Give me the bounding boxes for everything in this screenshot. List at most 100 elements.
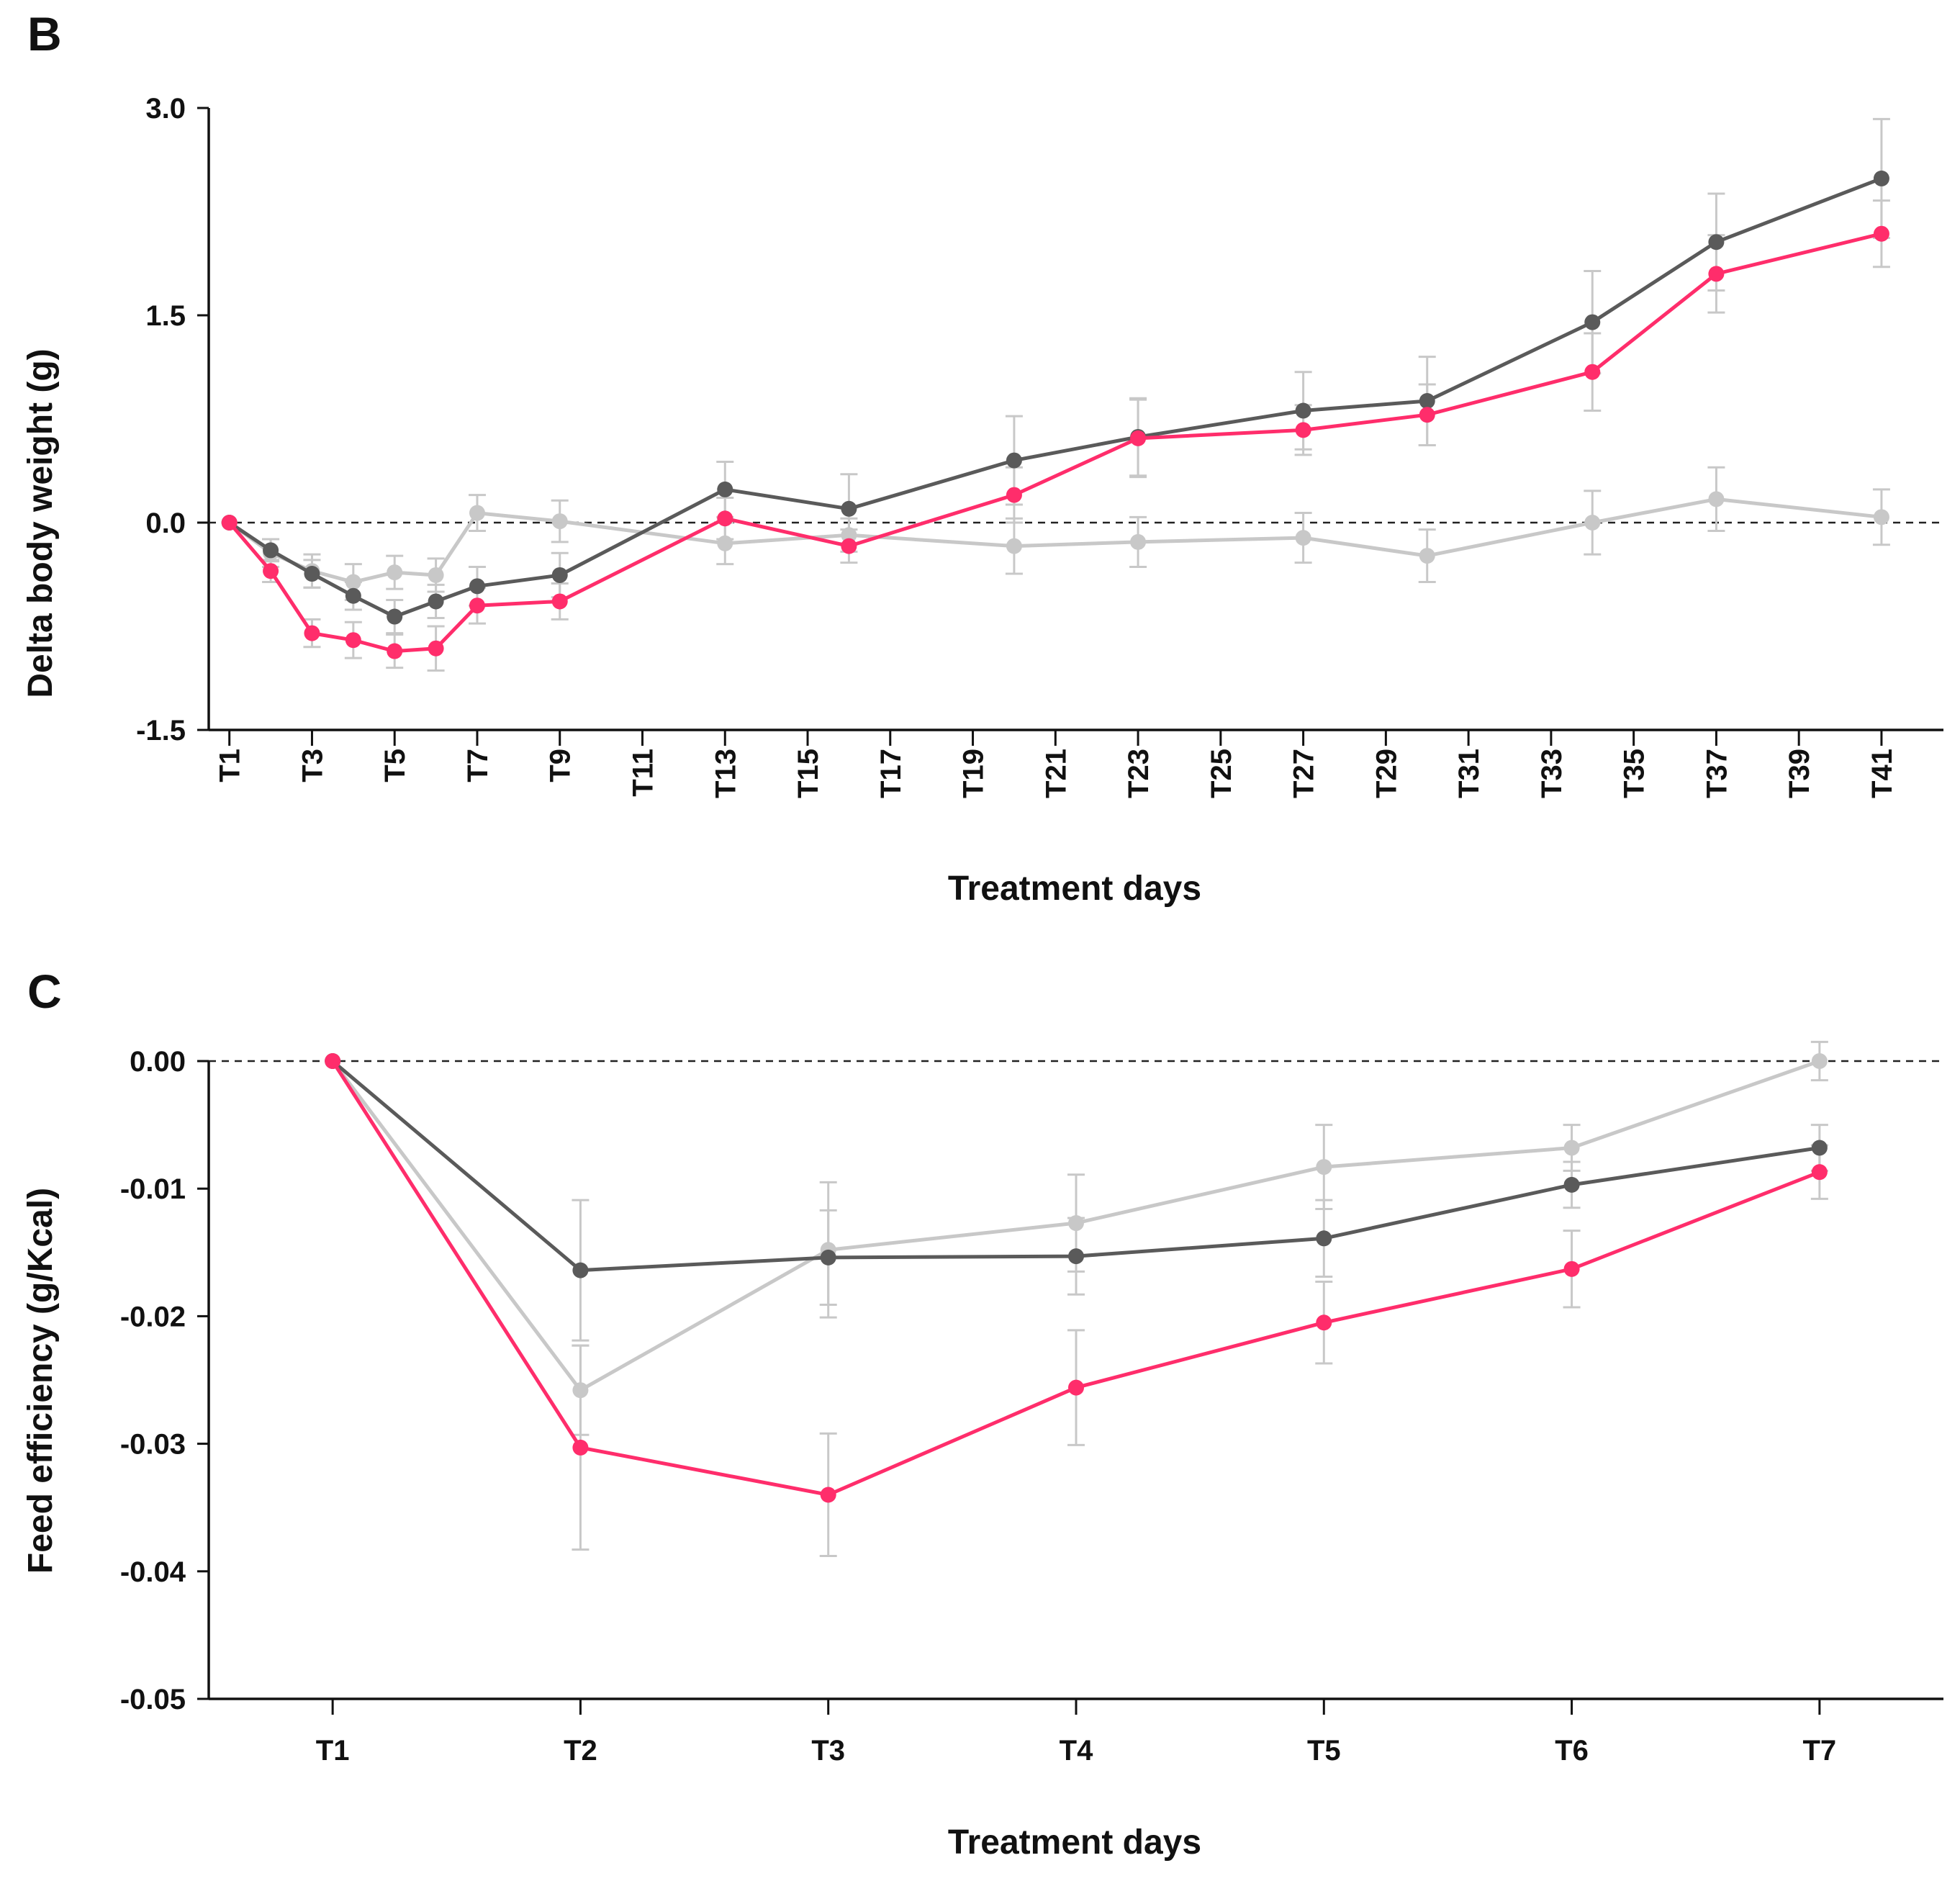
c-pink-series-point	[820, 1487, 836, 1503]
c-light-gray-series-point	[572, 1382, 589, 1399]
b-dark-gray-series-point	[841, 500, 857, 517]
b-dark-gray-series-point	[1419, 393, 1435, 410]
c-pink-series-point	[1563, 1260, 1580, 1277]
b-y-tick-label: 0.0	[145, 508, 186, 539]
c-light-gray-series-point	[1068, 1215, 1084, 1232]
b-dark-gray-series-point	[1006, 452, 1022, 469]
b-x-tick-label: T37	[1701, 749, 1733, 798]
c-dark-gray-series-point	[1811, 1140, 1828, 1156]
b-light-gray-series-point	[1873, 509, 1889, 525]
b-pink-series-point	[717, 510, 733, 527]
b-dark-gray-series-point	[1708, 234, 1725, 251]
b-pink-series-point	[1006, 487, 1022, 503]
b-y-tick-label: 1.5	[145, 300, 186, 332]
panel-c-y-axis-title: Feed efficiency (g/Kcal)	[22, 1188, 60, 1574]
panel-b-x-axis-title: Treatment days	[948, 870, 1201, 908]
b-pink-series-point	[263, 563, 279, 579]
c-dark-gray-series-point	[572, 1262, 589, 1278]
b-x-tick-label: T21	[1040, 749, 1072, 798]
b-y-tick-label: -1.5	[136, 715, 186, 746]
c-pink-series-point	[1316, 1314, 1332, 1331]
c-x-tick-label: T5	[1307, 1735, 1341, 1767]
b-light-gray-series-point	[841, 527, 857, 543]
b-dark-gray-series-point	[345, 587, 361, 604]
panel-c-plot-area: -0.05 -0.04 -0.03 -0.02 -0.01 0.00 T1 T2 T3 T4 T5 T…	[120, 1040, 1943, 1767]
b-x-tick-label: T39	[1784, 749, 1815, 798]
b-pink-series-point	[1419, 407, 1435, 423]
b-light-gray-series-point	[345, 574, 361, 590]
b-dark-gray-series-point	[387, 608, 403, 625]
b-light-gray-series-point	[387, 564, 403, 581]
c-dark-gray-series-point	[820, 1249, 836, 1266]
b-pink-series-point	[1295, 422, 1311, 438]
b-pink-series-point	[221, 515, 238, 531]
b-x-tick-label: T19	[958, 749, 990, 798]
b-dark-gray-series-point	[1873, 170, 1889, 186]
b-x-tick-label: T35	[1619, 749, 1650, 798]
b-pink-series-point	[387, 643, 403, 659]
b-light-gray-series-point	[1584, 515, 1601, 531]
b-x-tick-label: T25	[1206, 749, 1237, 798]
b-pink-series-point	[304, 625, 320, 641]
b-pink-series-point	[1708, 266, 1725, 282]
b-dark-gray-series-point	[469, 578, 485, 595]
c-x-tick-label: T3	[811, 1735, 845, 1767]
c-y-tick-label: -0.04	[120, 1556, 186, 1588]
panel-c-x-axis-title: Treatment days	[948, 1823, 1201, 1862]
b-pink-series-point	[1130, 430, 1147, 446]
b-x-tick-label: T31	[1453, 749, 1485, 798]
b-light-gray-series-point	[1419, 548, 1435, 564]
b-pink-series-point	[469, 597, 485, 614]
b-x-tick-label: T41	[1866, 749, 1898, 798]
panel-c-feed-efficiency-chart: C Feed efficiency (g/Kcal) Treatment day…	[22, 965, 1943, 1862]
c-pink-series-point	[325, 1053, 341, 1069]
b-x-tick-label: T9	[545, 749, 577, 782]
b-x-tick-label: T5	[379, 749, 411, 782]
b-y-tick-label: 3.0	[145, 93, 186, 125]
b-pink-series-point	[1584, 364, 1601, 380]
b-dark-gray-series-point	[263, 542, 279, 559]
panel-c-letter: C	[27, 965, 62, 1018]
b-x-tick-label: T11	[628, 749, 659, 797]
c-light-gray-series-point	[1563, 1140, 1580, 1156]
c-dark-gray-series-point	[1068, 1248, 1084, 1265]
b-light-gray-series-point	[1130, 533, 1147, 550]
b-x-tick-label: T33	[1536, 749, 1568, 798]
b-light-gray-series-point	[469, 505, 485, 521]
b-dark-gray-series-line	[228, 176, 1882, 619]
b-x-tick-label: T3	[297, 749, 328, 782]
b-x-tick-label: T7	[462, 749, 494, 782]
panel-b-plot-area: -1.5 0.0 1.5 3.0 T1 T3 T5 T7 T9 T11 T13 T15 T17 T19 T2…	[136, 93, 1943, 798]
b-light-gray-series-point	[428, 567, 444, 583]
b-light-gray-series-point	[1708, 491, 1725, 508]
b-pink-series-point	[841, 538, 857, 554]
b-dark-gray-series-point	[717, 481, 733, 497]
c-light-gray-series-point	[1316, 1159, 1332, 1176]
b-light-gray-series-point	[1006, 538, 1022, 554]
c-dark-gray-series-point	[1563, 1176, 1580, 1193]
c-light-gray-series-point	[1811, 1053, 1828, 1069]
b-x-tick-label: T15	[792, 749, 824, 798]
c-y-tick-label: -0.02	[120, 1301, 186, 1332]
c-pink-series-point	[1068, 1379, 1084, 1396]
c-x-tick-label: T6	[1555, 1735, 1589, 1767]
b-x-tick-label: T29	[1370, 749, 1402, 798]
b-pink-series-point	[551, 593, 568, 610]
b-light-gray-series-point	[717, 535, 733, 551]
b-dark-gray-series-point	[1584, 314, 1601, 330]
b-pink-series-point	[345, 632, 361, 649]
b-x-tick-label: T13	[710, 749, 741, 798]
c-y-tick-label: -0.05	[120, 1684, 186, 1715]
b-dark-gray-series-point	[304, 566, 320, 582]
c-y-tick-label: 0.00	[130, 1046, 186, 1078]
c-pink-series-point	[572, 1439, 589, 1456]
b-dark-gray-series-point	[551, 567, 568, 583]
b-x-tick-label: T27	[1288, 749, 1320, 798]
c-x-tick-label: T4	[1060, 1735, 1093, 1767]
b-dark-gray-series-point	[1295, 402, 1311, 419]
c-x-tick-label: T7	[1803, 1735, 1837, 1767]
c-pink-series-point	[1811, 1164, 1828, 1181]
b-light-gray-series-point	[1295, 530, 1311, 546]
c-dark-gray-series-point	[1316, 1230, 1332, 1247]
